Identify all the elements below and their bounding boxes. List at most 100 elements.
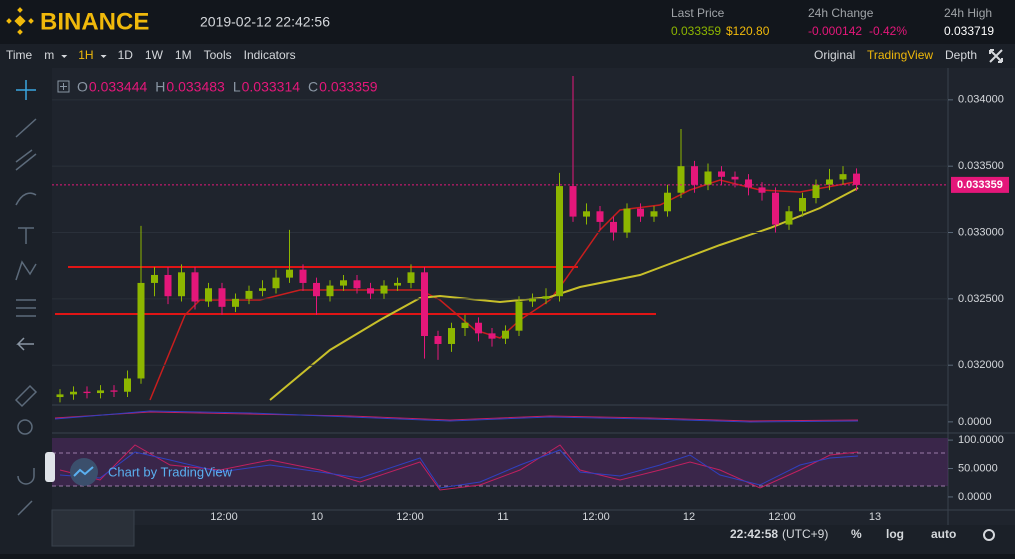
toolbar-button[interactable]: 1D [118,48,134,62]
drawing-panel [51,509,135,547]
candle-body [434,336,442,344]
x-tick-label: 12:00 [768,511,796,523]
auto-toggle[interactable]: auto [931,527,956,541]
toolbar-button[interactable]: 1H [78,48,93,62]
candle-body [677,166,685,193]
datetime: 2019-02-12 22:42:56 [200,14,330,30]
candle-body [853,173,860,185]
logo: BINANCE [40,8,149,35]
candle-body [475,322,482,334]
change-label: 24h Change [808,6,874,20]
candle-body [799,198,806,212]
legend-l-label: L [233,79,241,95]
last-price: 0.033359 [671,24,721,38]
candle-body [421,272,428,337]
rsi-line [59,444,859,491]
toolbar-bg [0,44,1015,68]
candle-body [137,282,145,379]
indicator-tick-label: 0.0000 [958,416,992,428]
candle-body [218,288,226,307]
candle-body [610,221,617,233]
candle-body [583,211,590,217]
rsi-line-2 [59,449,859,489]
candle-body [326,285,334,297]
candle-body [623,208,631,233]
indicator-tick-label: 50.0000 [958,462,998,474]
x-tick-label: 13 [869,511,881,523]
legend-c: 0.033359 [319,79,378,95]
toolbar-button[interactable]: Time [6,48,33,62]
y-tick-label: 0.033500 [958,160,1004,172]
collapse-handle[interactable] [45,452,55,482]
candle-body [205,288,212,302]
legend-h-label: H [155,79,165,95]
candle-body [502,330,509,339]
candle-body [569,186,577,217]
legend-o-label: O [77,79,88,95]
x-tick-label: 12 [683,511,695,523]
dropdown-caret [100,55,107,58]
candle-body [164,274,172,297]
y-tick-label: 0.034000 [958,94,1004,106]
high-label: 24h High [944,6,992,20]
candle-body [529,298,536,302]
candle-body [124,378,131,392]
legend-plus [60,83,67,90]
current-price-tag [951,176,1009,193]
settings-icon[interactable] [983,529,995,541]
candle-body [380,285,388,294]
candle-body [650,211,658,217]
change-pct: -0.42% [869,24,907,38]
toolbar-button[interactable]: m [44,48,54,62]
candle-body [542,296,550,299]
candle-body [259,288,266,291]
log-toggle[interactable]: log [886,527,904,541]
candle-body [340,280,347,286]
candle-body [97,390,104,394]
candle-body [272,277,280,289]
ma-short [149,179,856,401]
legend-toggle[interactable] [57,80,70,93]
toolbar-button[interactable]: Tools [204,48,232,62]
y-tick-label: 0.032000 [958,359,1004,371]
toolbar-button[interactable]: Original [814,48,855,62]
candle-body [556,186,563,297]
candle-body [704,171,712,185]
footer-tz: (UTC+9) [782,527,828,541]
x-tick-label: 12:00 [396,511,424,523]
candle-body [56,394,64,398]
sidebar-icons [14,80,38,516]
candle-body [313,282,320,297]
candle-body [461,322,469,329]
percent-toggle[interactable]: % [851,527,862,541]
toolbar-button[interactable]: 1W [145,48,164,62]
candle-body [448,328,455,344]
candle-body [839,174,847,180]
logo-icon [6,7,34,35]
high: 0.033719 [944,24,994,38]
candle-body [772,192,779,225]
macd-line [54,411,859,422]
candle-body [785,211,793,225]
fullscreen-icon[interactable] [989,49,1003,63]
candle-body [596,211,604,222]
toolbar-button[interactable]: 1M [175,48,192,62]
candle-body [83,391,91,394]
x-tick-label: 12:00 [582,511,610,523]
candle-body [718,171,725,177]
toolbar-button[interactable]: Indicators [244,48,296,62]
candle-body [637,208,644,217]
toolbar-button[interactable]: TradingView [867,48,933,62]
indicator-tick-label: 0.0000 [958,491,992,503]
indicator-tick-label: 100.0000 [958,434,1004,446]
chart-bg [0,68,1015,554]
footer-bg [0,525,1015,554]
candle-body [232,298,239,307]
y-tick-label: 0.032500 [958,293,1004,305]
x-tick-label: 10 [311,511,323,523]
toolbar-button[interactable]: Depth [945,48,977,62]
candle-body [745,179,752,188]
candle-body [812,184,820,199]
y-tick-label: 0.033000 [958,226,1004,238]
